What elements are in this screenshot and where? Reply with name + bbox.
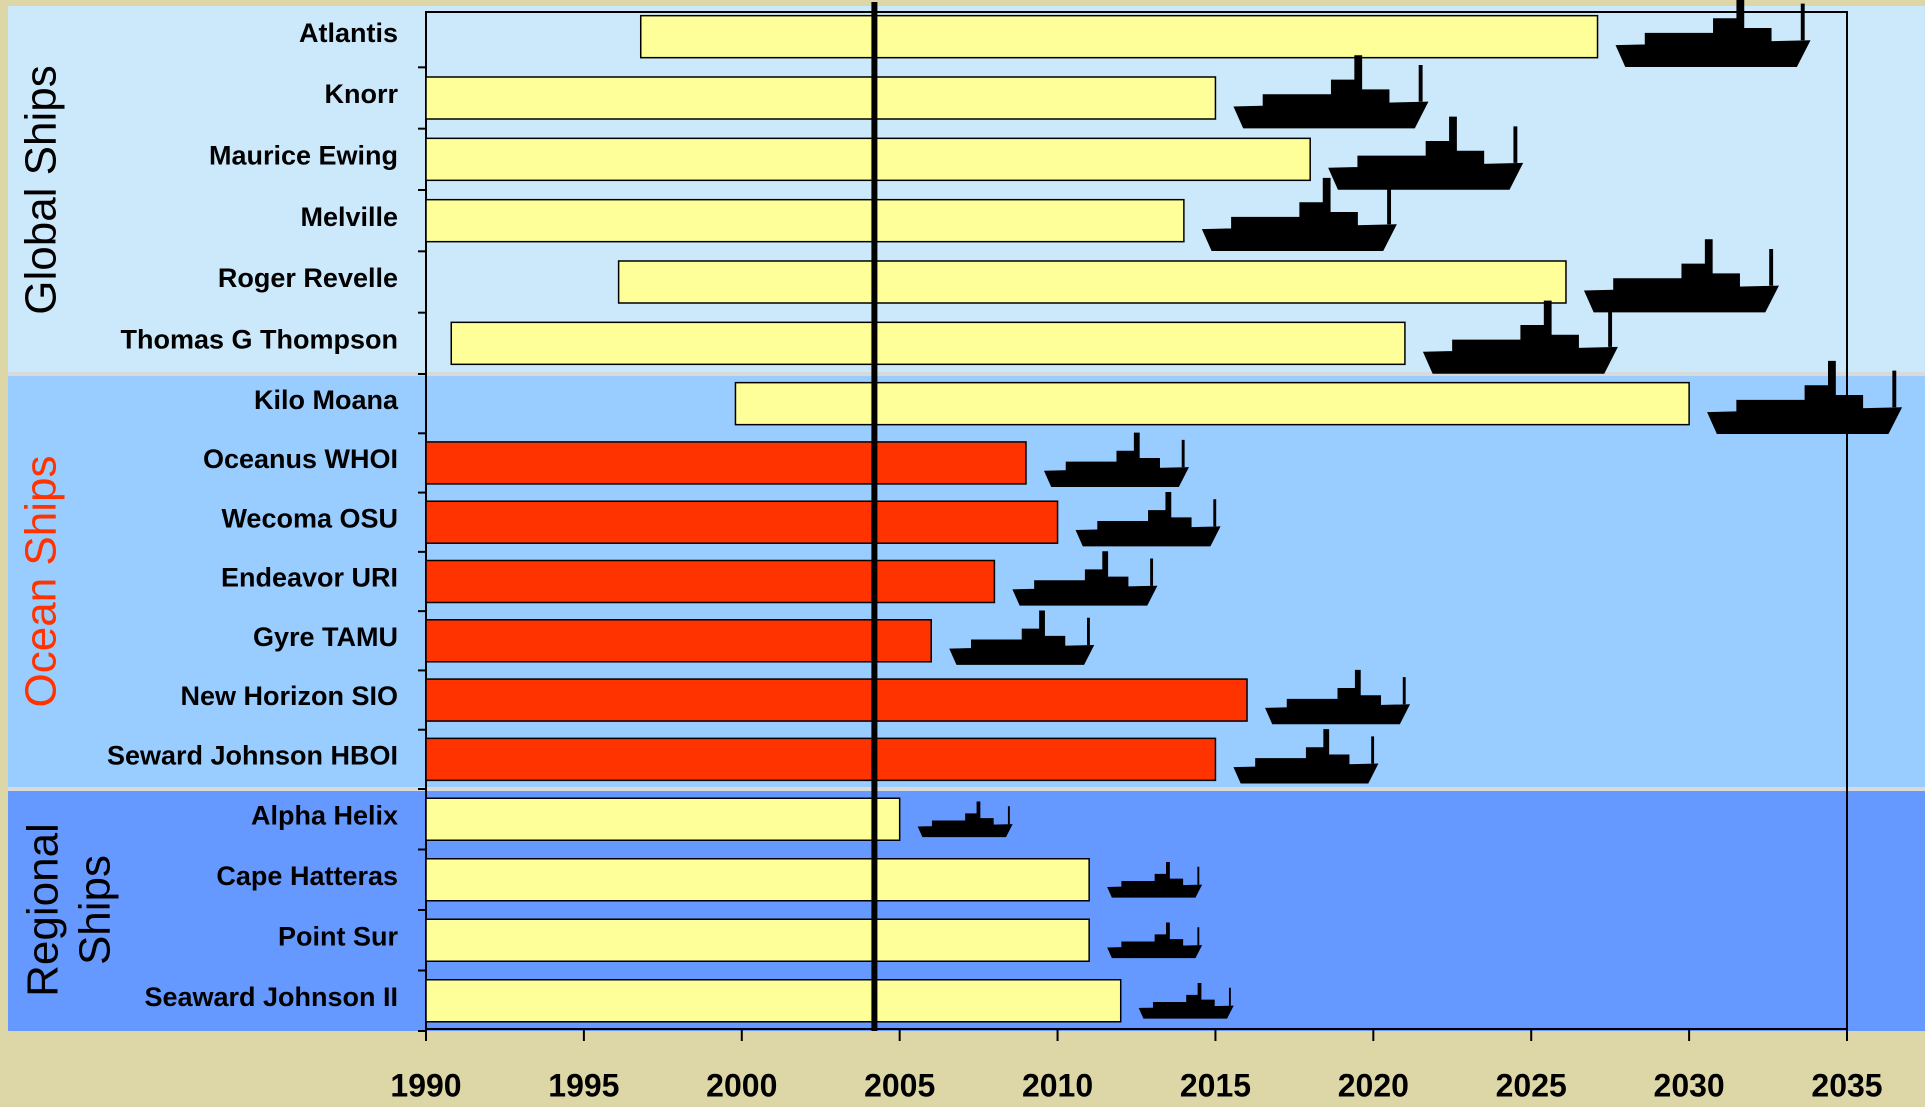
ship-label: Seaward Johnson II [144, 982, 398, 1012]
ship-icon [1201, 177, 1397, 252]
x-tick-label: 1995 [548, 1067, 619, 1103]
bar [639, 14, 1599, 59]
ship-label: New Horizon SIO [180, 681, 398, 711]
group-label: Global Ships [17, 65, 66, 314]
x-tick-label: 2015 [1180, 1067, 1251, 1103]
ship-icon [1012, 551, 1158, 606]
ship-icon [1615, 0, 1811, 68]
ship-label: Alpha Helix [251, 800, 398, 830]
ship-icon [1233, 55, 1429, 129]
bar [425, 979, 1122, 1023]
bar [425, 76, 1217, 120]
ship-icon [917, 801, 1013, 838]
ship-icon [949, 610, 1095, 665]
ship-label: Endeavor URI [221, 563, 398, 593]
ship-label: Gyre TAMU [253, 622, 398, 652]
ship-icon [1233, 729, 1379, 784]
ship-label: Thomas G Thompson [120, 324, 398, 354]
x-tick-label: 2005 [864, 1067, 935, 1103]
bar [734, 381, 1690, 426]
ship-label: Wecoma OSU [221, 503, 398, 533]
ship-label: Point Sur [278, 921, 398, 951]
ship-label: Roger Revelle [218, 263, 398, 293]
group-label: Ships [71, 855, 120, 965]
bar [425, 137, 1311, 182]
ship-label: Melville [300, 202, 398, 232]
bar [617, 260, 1567, 304]
group-label: Regional [19, 823, 68, 997]
ship-icon [1138, 983, 1234, 1019]
bar [450, 321, 1406, 366]
ship-icon [1075, 491, 1221, 547]
bar [425, 797, 901, 841]
ship-label: Oceanus WHOI [203, 444, 398, 474]
x-tick-label: 1990 [390, 1067, 461, 1103]
bar [425, 198, 1185, 243]
bar [425, 678, 1248, 722]
ship-icon [1265, 669, 1411, 725]
x-tick-label: 2025 [1496, 1067, 1567, 1103]
x-tick-label: 2010 [1022, 1067, 1093, 1103]
x-tick-label: 2030 [1654, 1067, 1725, 1103]
ship-icon [1583, 239, 1779, 313]
ship-label: Seward Johnson HBOI [107, 740, 398, 770]
bar [425, 858, 1090, 902]
ship-icon [1328, 116, 1524, 190]
ship-icon [1107, 862, 1203, 898]
ship-icon [1707, 360, 1903, 435]
ship-icon [1043, 432, 1189, 488]
bar [425, 441, 1027, 485]
ship-label: Kilo Moana [254, 385, 399, 415]
x-tick-label: 2000 [706, 1067, 777, 1103]
ship-label: Maurice Ewing [209, 140, 398, 170]
group-label: Ocean Ships [17, 456, 66, 708]
ship-label: Cape Hatteras [216, 861, 398, 891]
bar [425, 619, 932, 663]
ship-label: Atlantis [299, 18, 398, 48]
ship-label: Knorr [325, 79, 399, 109]
bar [425, 559, 996, 604]
ship-icon [1422, 300, 1618, 374]
ship-icon [1107, 922, 1203, 959]
bar [425, 737, 1217, 782]
x-tick-label: 2035 [1811, 1067, 1882, 1103]
bar [425, 918, 1090, 962]
x-tick-label: 2020 [1338, 1067, 1409, 1103]
bar [425, 500, 1059, 544]
group-band [8, 6, 1925, 374]
